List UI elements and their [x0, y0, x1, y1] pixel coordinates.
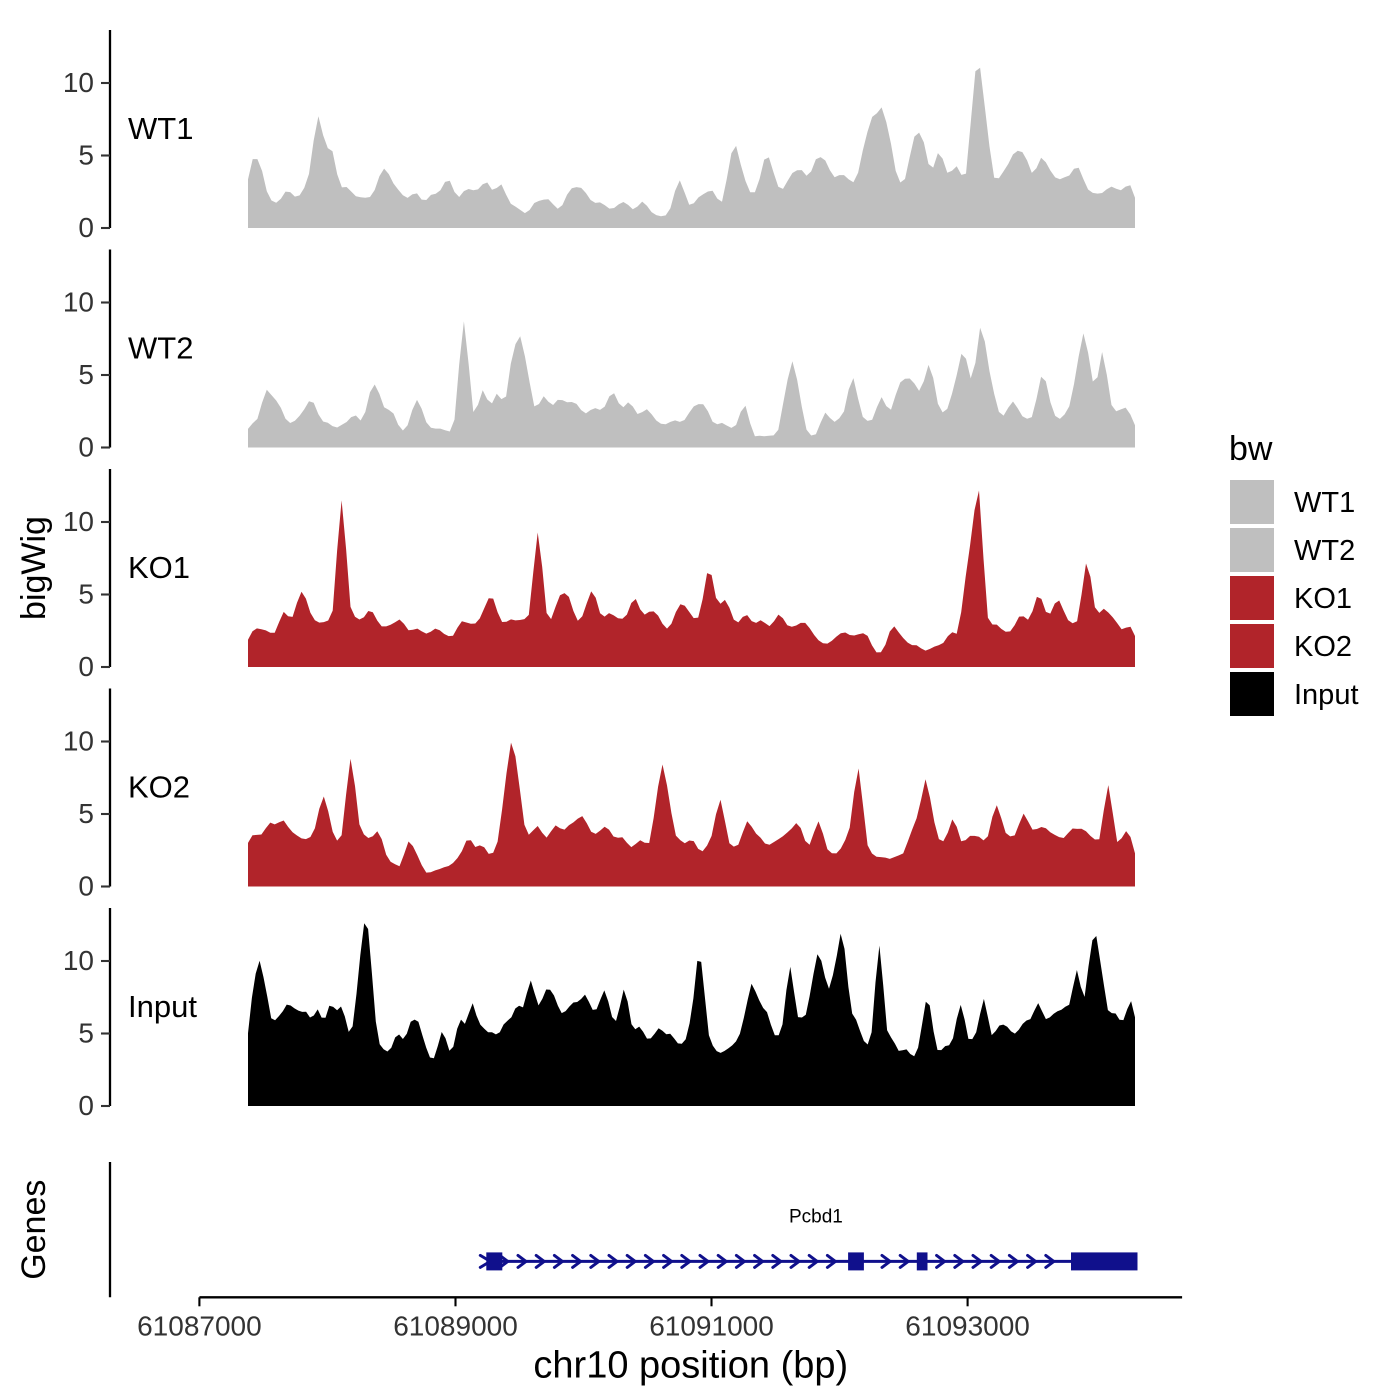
svg-text:KO2: KO2 [1294, 631, 1352, 663]
svg-text:Input: Input [128, 989, 197, 1024]
svg-text:61093000: 61093000 [905, 1310, 1030, 1341]
svg-text:61089000: 61089000 [393, 1310, 518, 1341]
svg-text:WT1: WT1 [128, 111, 193, 146]
svg-text:Pcbd1: Pcbd1 [789, 1206, 843, 1227]
svg-text:5: 5 [78, 1018, 94, 1049]
svg-text:0: 0 [78, 1090, 94, 1121]
svg-text:5: 5 [78, 579, 94, 610]
svg-text:KO1: KO1 [128, 550, 190, 585]
svg-text:chr10 position (bp): chr10 position (bp) [533, 1344, 848, 1386]
svg-text:10: 10 [63, 945, 94, 976]
svg-text:5: 5 [78, 359, 94, 390]
svg-text:10: 10 [63, 287, 94, 318]
svg-text:KO2: KO2 [128, 770, 190, 805]
svg-text:bigWig: bigWig [15, 516, 53, 620]
svg-text:0: 0 [78, 651, 94, 682]
svg-text:61091000: 61091000 [649, 1310, 774, 1341]
svg-text:0: 0 [78, 871, 94, 902]
svg-text:5: 5 [78, 798, 94, 829]
svg-text:KO1: KO1 [1294, 583, 1352, 615]
svg-text:0: 0 [78, 212, 94, 243]
svg-text:61087000: 61087000 [137, 1310, 262, 1341]
svg-text:bw: bw [1229, 430, 1273, 468]
svg-text:10: 10 [63, 506, 94, 537]
svg-text:WT2: WT2 [128, 331, 193, 366]
svg-text:0: 0 [78, 432, 94, 463]
svg-text:Genes: Genes [15, 1180, 53, 1280]
svg-text:10: 10 [63, 67, 94, 98]
svg-text:Input: Input [1294, 679, 1359, 711]
svg-text:5: 5 [78, 140, 94, 171]
svg-text:WT2: WT2 [1294, 535, 1355, 567]
svg-text:WT1: WT1 [1294, 487, 1355, 519]
svg-text:10: 10 [63, 726, 94, 757]
